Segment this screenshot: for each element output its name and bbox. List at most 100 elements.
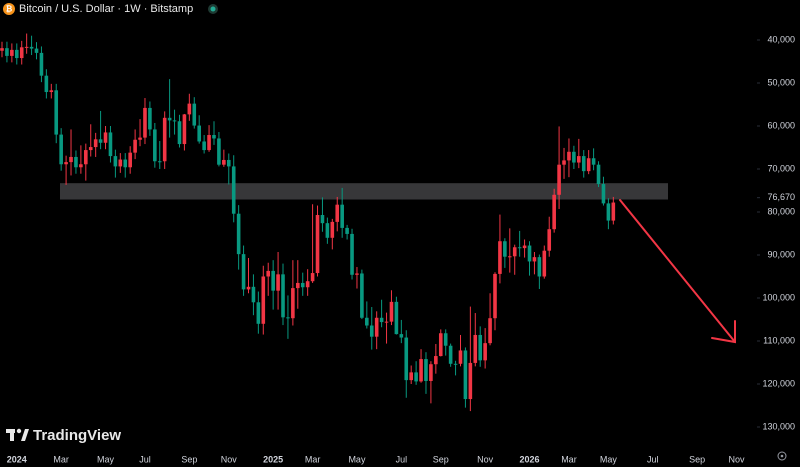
y-tick-label: 50,000 [767, 77, 795, 87]
x-tick-label: Jul [647, 454, 659, 464]
candle-body [217, 138, 221, 165]
candle-body [207, 135, 211, 151]
x-tick-label: Jul [139, 454, 151, 464]
candle-body [562, 160, 566, 165]
candle-body [44, 75, 49, 93]
candle-body [414, 372, 418, 382]
candle-body [601, 184, 606, 204]
candle-body [162, 117, 167, 162]
candle-body [222, 159, 226, 165]
candle-body [29, 46, 34, 49]
candle-body [172, 120, 177, 122]
candle-body [5, 48, 9, 56]
candle-body [231, 166, 236, 214]
candle-body [330, 221, 335, 238]
candle-body [473, 334, 478, 363]
candle-body [542, 250, 547, 277]
candle-body [611, 202, 616, 221]
candle-body [591, 158, 596, 165]
candle-body [448, 345, 453, 364]
candle-body [389, 301, 394, 322]
candle-body [187, 103, 192, 115]
candle-body [24, 46, 29, 48]
candle-body [384, 321, 389, 323]
arrow-head [711, 320, 736, 344]
candle-body [527, 245, 532, 262]
candle-body [128, 152, 132, 168]
settings-icon[interactable] [777, 451, 787, 461]
y-tick-label: 70,000 [767, 163, 795, 173]
candle-body [148, 107, 152, 130]
candle-body [88, 147, 93, 151]
candle-body [596, 164, 601, 185]
candle-body [453, 363, 458, 365]
x-tick-label: Nov [221, 454, 238, 464]
candle-body [300, 282, 305, 288]
candle-body [394, 301, 399, 335]
y-tick-label: 76,670 [767, 192, 795, 202]
x-tick-label: Sep [433, 454, 449, 464]
candle-body [404, 337, 409, 381]
candle-body [557, 164, 561, 195]
candle-body [419, 359, 423, 382]
bitcoin-icon [3, 3, 15, 15]
candle-body [84, 150, 88, 165]
resistance-zone [60, 183, 668, 200]
candle-body [537, 257, 542, 277]
brand-name: TradingView [33, 427, 121, 444]
candle-body [498, 241, 502, 274]
candle-body [399, 334, 404, 338]
candle-body [577, 156, 581, 163]
candle-body [522, 245, 527, 249]
candle-body [365, 317, 369, 326]
candle-body [503, 241, 507, 257]
candle-body [488, 318, 492, 344]
candle-body [581, 156, 586, 172]
candle-body [552, 194, 556, 230]
candle-body [74, 156, 78, 168]
candle-body [281, 274, 285, 318]
candle-body [212, 135, 216, 139]
candle-body [429, 364, 433, 381]
candle-body [360, 273, 364, 318]
candle-body [335, 204, 340, 222]
y-tick-label: 40,000 [767, 34, 795, 44]
candle-body [177, 121, 182, 145]
candle-body [64, 162, 68, 165]
candle-body [443, 333, 448, 346]
candle-body [108, 132, 113, 157]
candle-body [379, 317, 384, 323]
x-tick-label: Jul [396, 454, 408, 464]
candle-body [369, 325, 374, 337]
x-tick-label: Nov [729, 454, 746, 464]
projection-arrow [619, 199, 736, 344]
candle-body [39, 52, 44, 76]
x-tick-label: May [600, 454, 618, 464]
candle-body [14, 49, 19, 59]
brand-logo [6, 428, 29, 441]
candle-body [236, 213, 241, 255]
y-tick-label: 60,000 [767, 120, 795, 130]
candle-body [567, 151, 571, 161]
x-tick-label: Nov [477, 454, 494, 464]
candle-body [512, 247, 517, 257]
candle-body [434, 356, 438, 365]
x-tick-label: Mar [561, 454, 577, 464]
candle-body [197, 125, 201, 142]
candle-body [458, 350, 463, 364]
candle-body [572, 151, 576, 163]
candle-body [34, 48, 39, 53]
candle-body [547, 229, 552, 251]
candle-body [310, 273, 315, 282]
candle-body [409, 372, 413, 381]
plot-area [0, 33, 668, 412]
candle-body [69, 156, 73, 163]
candle-body [276, 274, 280, 291]
candle-body [261, 276, 266, 324]
candle-body [483, 343, 487, 361]
candle-body [49, 90, 54, 93]
candle-body [424, 359, 428, 381]
candle-body [246, 286, 251, 290]
candle-body [182, 114, 187, 145]
